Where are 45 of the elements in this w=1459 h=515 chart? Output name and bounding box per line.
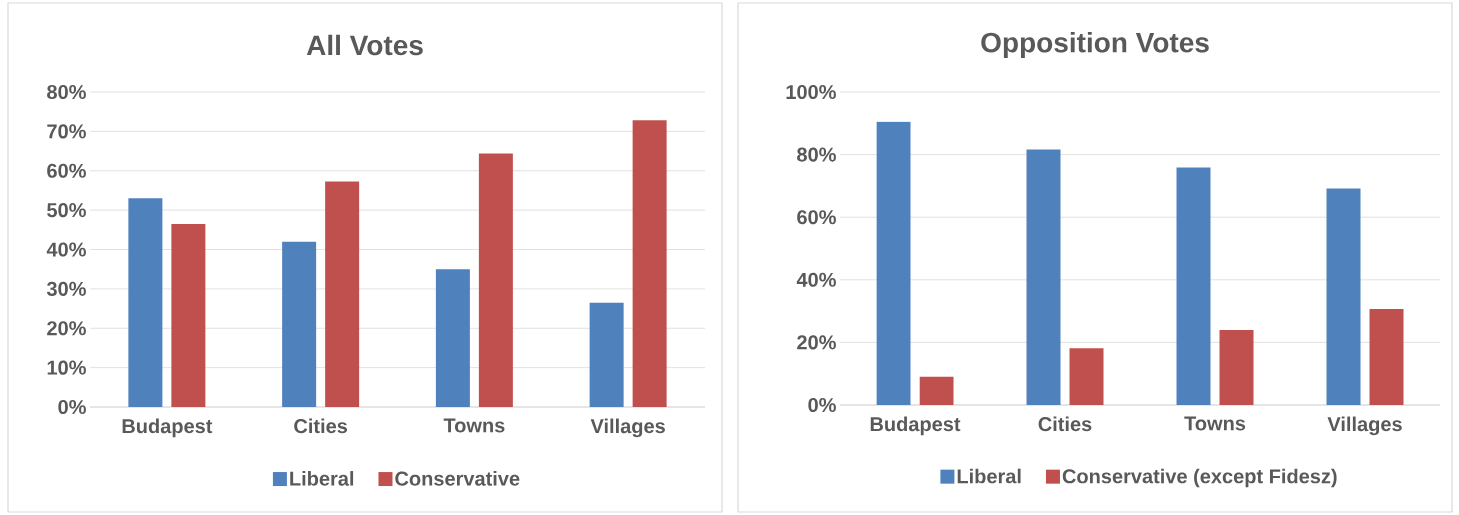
x-tick-label: Cities	[1038, 416, 1092, 432]
y-tick-label: 50%	[47, 203, 86, 218]
x-tick-label: Towns	[1184, 416, 1246, 431]
bar	[876, 121, 911, 405]
bar	[1219, 329, 1254, 405]
y-tick-label: 80%	[47, 84, 86, 100]
x-tick-label: Cities	[294, 418, 348, 434]
y-tick-label: 70%	[47, 124, 86, 139]
bar	[632, 120, 667, 407]
y-tick-label: 0%	[808, 397, 836, 413]
bar	[128, 198, 163, 407]
bar	[1069, 348, 1104, 405]
bar	[435, 269, 470, 407]
bar	[1176, 167, 1211, 405]
y-tick-label: 80%	[797, 147, 836, 162]
y-tick-label: 20%	[47, 321, 86, 336]
legend-label: Liberal	[957, 468, 1021, 484]
y-tick-label: 20%	[797, 335, 836, 350]
bar	[171, 223, 206, 407]
chart-title: All Votes	[306, 34, 423, 56]
x-tick-label: Budapest	[870, 416, 961, 436]
x-tick-label: Towns	[443, 418, 505, 433]
bar	[1026, 149, 1061, 405]
y-tick-label: 40%	[46, 242, 86, 257]
bar	[1326, 188, 1361, 405]
legend-label: Conservative (except Fidesz)	[1062, 468, 1337, 488]
bar	[919, 376, 954, 405]
x-tick-label: Budapest	[122, 418, 213, 438]
x-tick-label: Villages	[590, 418, 665, 438]
legend-label: Conservative	[395, 471, 520, 486]
bar	[478, 153, 513, 407]
bar	[1369, 308, 1404, 405]
y-tick-label: 60%	[797, 210, 836, 225]
chart-title: Opposition Votes	[981, 31, 1209, 59]
legend-label: Liberal	[290, 471, 354, 486]
y-tick-label: 40%	[796, 272, 836, 287]
y-tick-label: 0%	[58, 399, 86, 415]
bar	[589, 302, 624, 407]
bar	[325, 181, 360, 407]
y-tick-label: 60%	[47, 163, 86, 178]
bar	[282, 241, 317, 407]
x-tick-label: Villages	[1327, 416, 1402, 436]
y-tick-label: 10%	[47, 360, 86, 375]
y-tick-label: 30%	[46, 281, 86, 296]
y-tick-label: 100%	[786, 84, 836, 100]
